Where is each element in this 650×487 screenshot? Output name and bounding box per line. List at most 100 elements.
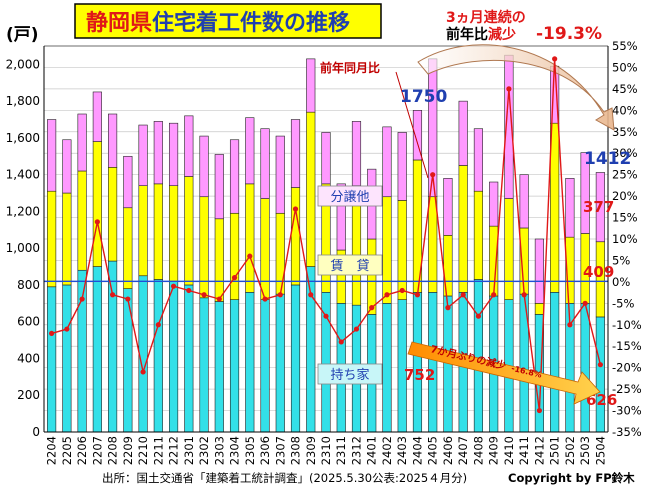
bar-2405-s1 bbox=[428, 196, 438, 293]
yoy-point-2306 bbox=[262, 296, 268, 302]
x-tick-2309: 2309 bbox=[304, 436, 318, 465]
x-tick-2211: 2211 bbox=[151, 436, 165, 465]
bar-2501-s0 bbox=[550, 292, 560, 433]
bar-2404-s0 bbox=[412, 292, 423, 433]
y-tick-600: 600 bbox=[17, 315, 40, 329]
y2-tick--20: -20% bbox=[612, 361, 642, 375]
bar-2204-s1 bbox=[47, 190, 57, 288]
bar-2502-s2 bbox=[565, 178, 575, 238]
y2-tick-15: 15% bbox=[612, 211, 638, 225]
y-tick-1600: 1,600 bbox=[6, 131, 40, 145]
chart-title: 静岡県住宅着工件数の推移 bbox=[86, 10, 350, 36]
yoy-point-2304 bbox=[231, 275, 238, 281]
y2-tick--30: -30% bbox=[612, 404, 642, 418]
bar-2305-s0 bbox=[245, 292, 255, 433]
series-label-cyan: 持ち家 bbox=[330, 367, 369, 383]
yoy-point-2212 bbox=[170, 283, 177, 289]
bar-2303-s0 bbox=[214, 301, 224, 433]
bar-2207-s1 bbox=[92, 141, 102, 267]
bar-2310-s0 bbox=[321, 292, 331, 433]
yoy-point-2209 bbox=[125, 296, 131, 302]
label-1412: 1412 bbox=[584, 149, 631, 169]
bar-2211-s2 bbox=[153, 121, 163, 185]
bar-2209-s2 bbox=[123, 155, 133, 209]
x-tick-2503: 2503 bbox=[578, 436, 592, 465]
y-tick-0: 0 bbox=[32, 425, 40, 439]
yoy-point-2412 bbox=[536, 407, 543, 414]
x-tick-2411: 2411 bbox=[517, 436, 531, 465]
yoy-points bbox=[49, 56, 603, 414]
x-tick-2406: 2406 bbox=[441, 436, 455, 465]
bar-2204-s2 bbox=[47, 119, 57, 192]
yoy-point-2205 bbox=[64, 326, 70, 332]
bar-2206-s1 bbox=[77, 170, 87, 271]
y-tick-400: 400 bbox=[17, 351, 40, 365]
yoy-point-2210 bbox=[140, 369, 146, 375]
bar-2212-s2 bbox=[168, 122, 179, 186]
bar-2312-s2 bbox=[351, 121, 362, 186]
bar-2304-s2 bbox=[229, 139, 240, 214]
yoy-series-label: 前年同月比 bbox=[320, 60, 380, 75]
bar-2301-s0 bbox=[184, 284, 194, 433]
x-tick-2308: 2308 bbox=[289, 436, 303, 465]
x-tick-2401: 2401 bbox=[365, 436, 379, 465]
label-box-pink bbox=[317, 185, 383, 207]
y2-tick-50: 50% bbox=[612, 60, 638, 74]
bar-2306-s0 bbox=[260, 299, 270, 433]
yoy-point-2401 bbox=[369, 305, 375, 311]
y2-tick-35: 35% bbox=[612, 125, 638, 139]
y2-tick-20: 20% bbox=[612, 189, 638, 203]
bar-2402-s0 bbox=[382, 303, 392, 433]
label-626: 626 bbox=[586, 391, 617, 409]
x-tick-2212: 2212 bbox=[167, 436, 181, 465]
yoy-point-2503 bbox=[582, 300, 588, 306]
bar-2205-s0 bbox=[62, 284, 72, 433]
bar-2407-s1 bbox=[458, 165, 468, 293]
bar-2403-s1 bbox=[397, 200, 407, 300]
bar-2306-s1 bbox=[260, 198, 270, 300]
bar-2504-s0 bbox=[595, 316, 605, 433]
callout-line1: 3ヵ月連続の bbox=[446, 9, 526, 26]
bar-2207-s2 bbox=[92, 91, 102, 142]
callout-line2: 前年比減少 bbox=[446, 26, 516, 43]
callout-pct: -19.3% bbox=[536, 24, 602, 44]
x-tick-2206: 2206 bbox=[75, 436, 89, 465]
yoy-point-2402 bbox=[384, 292, 390, 298]
bar-2301-s1 bbox=[184, 176, 194, 286]
y2-tick-40: 40% bbox=[612, 103, 638, 117]
x-tick-2207: 2207 bbox=[90, 436, 104, 465]
bar-2405-s0 bbox=[428, 292, 438, 433]
bar-2302-s1 bbox=[199, 196, 209, 299]
y-tick-1800: 1,800 bbox=[6, 94, 40, 108]
bar-2305-s2 bbox=[245, 117, 255, 185]
x-tick-2408: 2408 bbox=[471, 436, 485, 465]
y-unit-label: (戸) bbox=[6, 25, 39, 45]
bar-2302-s0 bbox=[199, 297, 209, 433]
yoy-point-2410 bbox=[506, 86, 512, 92]
bar-2206-s0 bbox=[77, 269, 87, 433]
yoy-point-2308 bbox=[292, 206, 299, 212]
bar-2412-s1 bbox=[534, 303, 544, 315]
bar-2311-s2 bbox=[336, 183, 346, 251]
yoy-point-2310 bbox=[323, 313, 329, 319]
bar-2210-s0 bbox=[138, 275, 148, 433]
yoy-point-2409 bbox=[491, 292, 497, 298]
yoy-point-2207 bbox=[94, 219, 100, 225]
y2-tick-25: 25% bbox=[612, 168, 638, 182]
bar-2303-s1 bbox=[214, 218, 224, 302]
bar-2409-s2 bbox=[489, 181, 499, 227]
bar-2304-s1 bbox=[229, 212, 240, 300]
bar-2301-s2 bbox=[184, 115, 194, 177]
bar-2402-s1 bbox=[382, 196, 392, 304]
bar-2211-s0 bbox=[153, 279, 163, 433]
x-tick-2302: 2302 bbox=[197, 436, 211, 465]
bar-2307-s0 bbox=[275, 293, 285, 433]
label-752: 752 bbox=[404, 366, 435, 384]
yoy-point-2407 bbox=[460, 292, 466, 298]
bar-2308-s2 bbox=[290, 119, 301, 188]
x-tick-2209: 2209 bbox=[121, 436, 135, 465]
x-tick-2311: 2311 bbox=[334, 436, 348, 465]
bar-2211-s1 bbox=[153, 183, 163, 280]
source-text: 出所：国土交通省「建築着工統計調査」(2025.5.30公表:2025４月分) bbox=[102, 471, 467, 485]
